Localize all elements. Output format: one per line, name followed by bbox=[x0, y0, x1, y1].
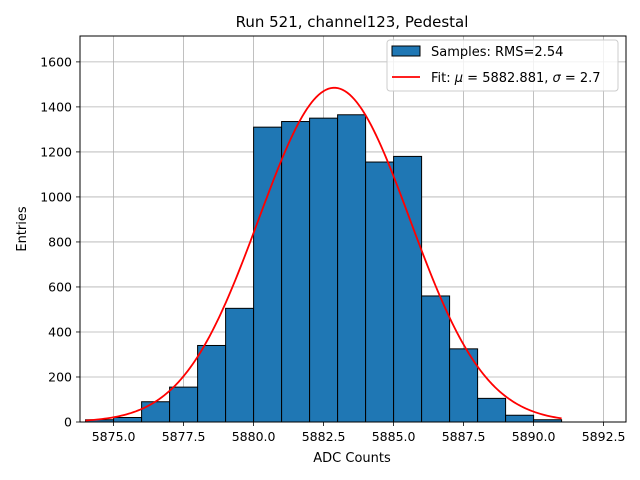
y-tick-label: 600 bbox=[48, 279, 72, 294]
x-tick-label: 5880.0 bbox=[232, 429, 276, 444]
x-axis-label: ADC Counts bbox=[313, 451, 391, 466]
y-tick-label: 1400 bbox=[40, 99, 72, 114]
y-axis-ticks: 0 200 400 600 800 1000 1200 1400 1600 bbox=[40, 54, 80, 430]
legend-sigma-symbol: σ bbox=[553, 71, 562, 86]
x-tick-label: 5892.5 bbox=[582, 429, 626, 444]
legend-box bbox=[386, 39, 619, 92]
y-tick-label: 1600 bbox=[40, 54, 72, 69]
legend-mu-symbol: μ bbox=[454, 71, 463, 86]
chart-title: Run 521, channel123, Pedestal bbox=[236, 13, 469, 31]
y-tick-label: 200 bbox=[48, 369, 72, 384]
histogram-bar bbox=[309, 117, 339, 423]
histogram-bar bbox=[281, 121, 311, 423]
histogram-bar bbox=[393, 155, 423, 423]
y-tick-label: 400 bbox=[48, 324, 72, 339]
x-axis-ticks: 5875.0 5877.5 5880.0 5882.5 5885.0 5887.5 5890… bbox=[92, 422, 626, 444]
y-tick-label: 0 bbox=[64, 415, 72, 430]
x-tick-label: 5887.5 bbox=[442, 429, 486, 444]
histogram-bar bbox=[421, 295, 451, 423]
legend-mu-value: = 5882.881, bbox=[463, 71, 552, 86]
y-tick-label: 800 bbox=[48, 234, 72, 249]
fit-curve-group bbox=[85, 86, 562, 422]
histogram-bar bbox=[169, 386, 199, 423]
legend-swatch-samples bbox=[391, 45, 421, 57]
legend-label-fit: Fit: μ = 5882.881, σ = 2.7 bbox=[431, 71, 601, 86]
histogram-bar bbox=[225, 307, 255, 423]
legend: Samples: RMS=2.54 Fit: μ = 5882.881, σ =… bbox=[386, 39, 619, 92]
legend-label-samples: Samples: RMS=2.54 bbox=[431, 45, 563, 60]
fit-curve bbox=[85, 86, 562, 422]
histogram-bars bbox=[85, 114, 563, 423]
plot-frame bbox=[79, 35, 627, 423]
histogram-bar bbox=[197, 344, 227, 423]
histogram-bar bbox=[141, 401, 171, 423]
histogram-bar bbox=[337, 114, 367, 423]
histogram-bar bbox=[113, 416, 143, 423]
histogram-bar bbox=[365, 161, 395, 423]
x-tick-label: 5882.5 bbox=[302, 429, 346, 444]
y-tick-label: 1000 bbox=[40, 189, 72, 204]
histogram-bar bbox=[477, 397, 507, 423]
y-axis-label: Entries bbox=[15, 206, 30, 252]
histogram-bar bbox=[505, 414, 535, 423]
x-tick-label: 5875.0 bbox=[92, 429, 136, 444]
x-tick-label: 5877.5 bbox=[162, 429, 206, 444]
x-tick-label: 5890.0 bbox=[512, 429, 556, 444]
histogram-bar bbox=[253, 126, 283, 423]
y-tick-label: 1200 bbox=[40, 144, 72, 159]
legend-sigma-value: = 2.7 bbox=[561, 71, 601, 86]
legend-fit-prefix: Fit: bbox=[431, 71, 455, 86]
x-tick-label: 5885.0 bbox=[372, 429, 416, 444]
